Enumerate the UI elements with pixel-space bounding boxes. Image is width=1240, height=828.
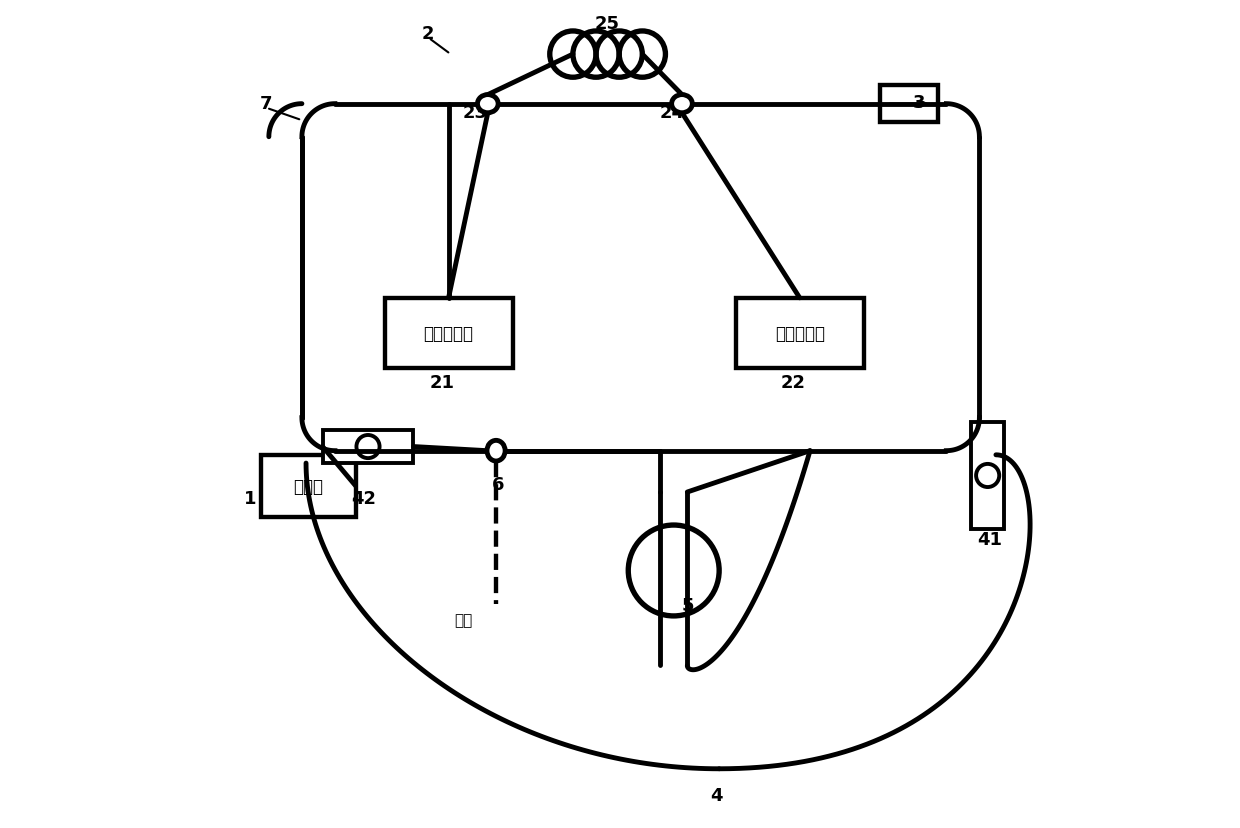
Text: 3: 3 bbox=[913, 94, 925, 112]
FancyBboxPatch shape bbox=[971, 422, 1004, 530]
Text: 41: 41 bbox=[977, 531, 1003, 548]
Text: 23: 23 bbox=[463, 104, 487, 122]
Text: 22: 22 bbox=[781, 373, 806, 392]
Text: 25: 25 bbox=[595, 15, 620, 32]
Text: 输出: 输出 bbox=[454, 612, 472, 627]
FancyBboxPatch shape bbox=[322, 431, 413, 464]
FancyBboxPatch shape bbox=[880, 86, 939, 123]
Text: 泵浦激光器: 泵浦激光器 bbox=[775, 325, 825, 343]
FancyBboxPatch shape bbox=[260, 455, 356, 518]
Text: 4: 4 bbox=[711, 787, 723, 804]
Text: 泵浦激光器: 泵浦激光器 bbox=[424, 325, 474, 343]
Text: 滤波器: 滤波器 bbox=[293, 477, 324, 495]
Text: 2: 2 bbox=[422, 26, 434, 43]
Text: 21: 21 bbox=[430, 373, 455, 392]
FancyBboxPatch shape bbox=[384, 298, 512, 368]
Ellipse shape bbox=[477, 95, 498, 113]
Text: 24: 24 bbox=[660, 104, 684, 122]
Text: 6: 6 bbox=[491, 475, 503, 493]
Ellipse shape bbox=[672, 95, 692, 113]
Text: 1: 1 bbox=[243, 489, 257, 508]
Text: 5: 5 bbox=[682, 596, 694, 614]
Text: 7: 7 bbox=[260, 94, 273, 113]
Ellipse shape bbox=[487, 440, 505, 461]
FancyBboxPatch shape bbox=[735, 298, 864, 368]
Text: 42: 42 bbox=[351, 489, 377, 508]
